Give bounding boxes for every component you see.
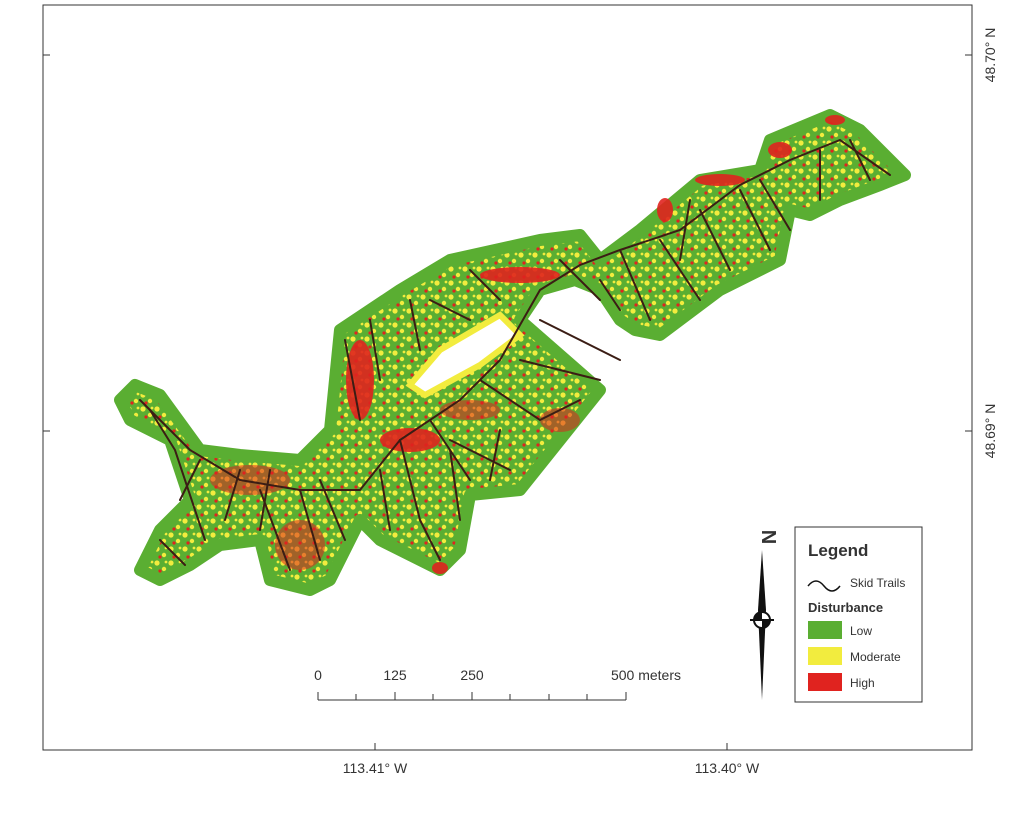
legend-label: High [850,676,875,690]
unharvested-gap [405,311,525,399]
legend-label: Moderate [850,650,901,664]
scale-label: 0 [314,667,322,683]
legend-swatch [808,647,842,665]
longitude-label: 113.40° W [695,760,760,776]
frame-ticks [43,54,972,750]
scale-bar: 0 125 250 500 meters [314,667,681,701]
legend-box [794,526,923,703]
latitude-label: 48.70° N [982,28,998,83]
legend-title: Legend [808,541,868,560]
disturbance-area [114,109,911,596]
north-label: N [757,530,779,544]
legend-trails: Skid Trails [850,576,905,590]
scale-label: 250 [460,667,484,683]
legend-subtitle: Disturbance [808,600,883,615]
legend-label: Low [850,624,872,638]
longitude-label: 113.41° W [343,760,408,776]
map-frame [42,4,973,751]
north-arrow: N [750,530,779,700]
legend: Legend Skid Trails Disturbance Low Modera… [794,526,923,703]
legend-swatch [808,673,842,691]
scale-label: 500 meters [611,667,681,683]
scale-label: 125 [383,667,407,683]
latitude-label: 48.69° N [982,404,998,459]
legend-swatch [808,621,842,639]
harvest-units [114,109,911,596]
skid-trails [139,138,891,571]
